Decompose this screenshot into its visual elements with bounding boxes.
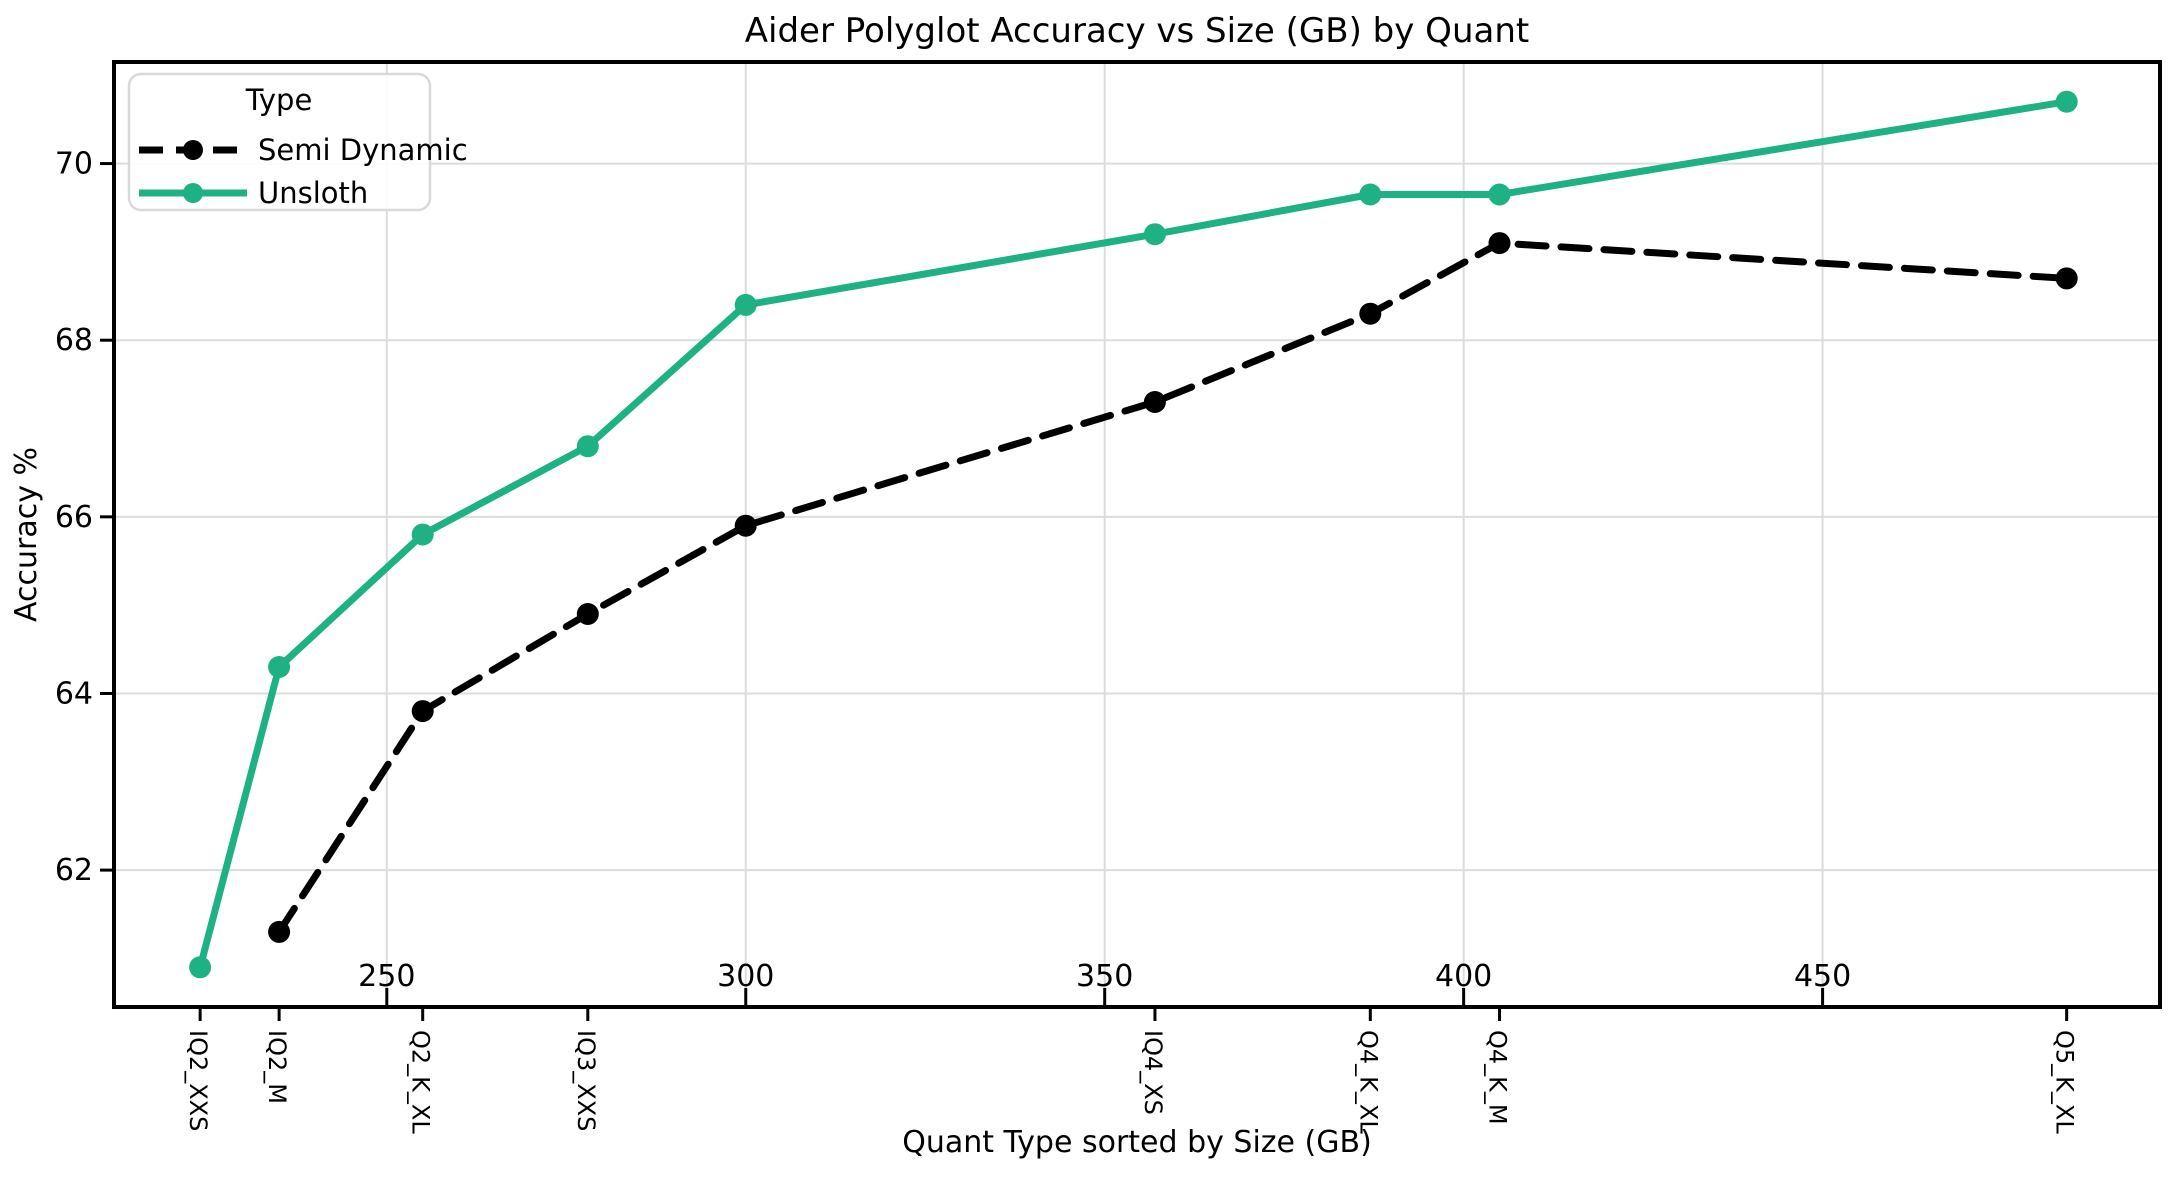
legend-sample-marker xyxy=(183,140,203,160)
series-unsloth xyxy=(189,90,2078,979)
x-axis-gb: 250 300 350 400 450 xyxy=(358,959,1851,1007)
y-tick-label: 62 xyxy=(55,853,93,888)
data-point-marker xyxy=(268,920,291,943)
quant-tick-label: IQ3_XXS xyxy=(572,1030,600,1131)
data-point-marker xyxy=(576,603,599,625)
legend-title: Type xyxy=(245,83,313,117)
data-point-marker xyxy=(1143,391,1166,413)
y-tick-label: 70 xyxy=(55,147,93,182)
legend-entry-label: Unsloth xyxy=(258,176,368,210)
legend-box xyxy=(127,72,432,212)
quant-tick-label: Q4_K_XL xyxy=(1354,1030,1382,1134)
axes-box xyxy=(112,60,2162,1009)
x-tick-label: 450 xyxy=(1794,959,1851,994)
data-point-marker xyxy=(268,656,291,678)
x-axis-label: Quant Type sorted by Size (GB) xyxy=(902,1125,1372,1160)
data-point-marker xyxy=(1488,232,1511,255)
x-axis-quant: IQ2_XXS IQ2_M Q2_K_XL IQ3_XXS IQ4_XS Q4_K_XL Q… xyxy=(184,1007,2079,1134)
data-point-marker xyxy=(189,956,212,979)
legend-entry-label: Semi Dynamic xyxy=(258,133,468,167)
quant-tick-label: Q5_K_XL xyxy=(2051,1030,2079,1134)
data-point-marker xyxy=(411,700,434,723)
data-point-marker xyxy=(734,293,757,316)
chart-title: Aider Polyglot Accuracy vs Size (GB) by … xyxy=(745,11,1529,51)
series-line xyxy=(275,239,2071,936)
data-point-marker xyxy=(2055,90,2078,113)
y-tick-label: 64 xyxy=(55,676,93,711)
data-point-marker xyxy=(1488,183,1511,206)
data-point-marker xyxy=(1143,223,1166,246)
legend: Type Semi Dynamic Unsloth xyxy=(127,72,468,212)
data-point-marker xyxy=(576,435,599,458)
y-tick-label: 68 xyxy=(55,323,93,358)
data-point-marker xyxy=(1359,302,1382,325)
x-tick-label: 350 xyxy=(1076,959,1133,994)
x-tick-label: 250 xyxy=(358,959,415,994)
data-point-marker xyxy=(1359,183,1382,206)
legend-sample-marker xyxy=(183,183,203,203)
y-axis: 62 64 66 68 70 xyxy=(55,147,114,888)
data-point-marker xyxy=(734,514,757,537)
quant-tick-label: IQ2_M xyxy=(263,1030,291,1104)
quant-tick-label: IQ4_XS xyxy=(1139,1030,1167,1115)
quant-tick-label: Q4_K_M xyxy=(1484,1030,1512,1125)
quant-tick-label: IQ2_XXS xyxy=(184,1030,212,1131)
x-tick-label: 300 xyxy=(717,959,774,994)
x-tick-label: 400 xyxy=(1435,959,1492,994)
y-axis-label: Accuracy % xyxy=(9,447,44,622)
data-point-marker xyxy=(2055,267,2078,290)
y-tick-label: 66 xyxy=(55,500,93,535)
series-semi-dynamic xyxy=(268,232,2078,943)
data-point-marker xyxy=(411,523,434,546)
quant-tick-label: Q2_K_XL xyxy=(407,1030,435,1134)
